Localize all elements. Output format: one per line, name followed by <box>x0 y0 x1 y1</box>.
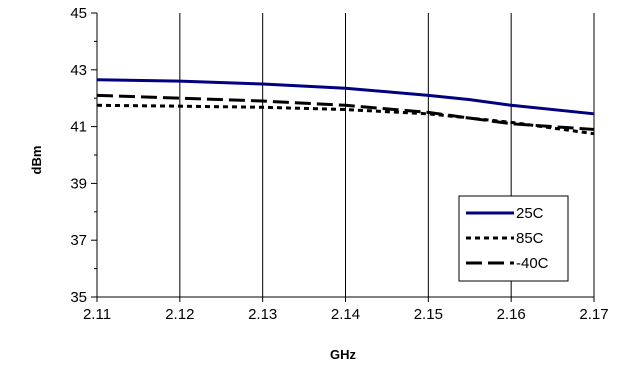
x-tick-label: 2.16 <box>497 306 526 323</box>
y-tick-label: 43 <box>70 62 87 79</box>
axes <box>91 12 595 302</box>
grid <box>179 13 595 297</box>
legend: 25C 85C -40C <box>458 195 569 282</box>
y-tick-label: 39 <box>70 175 87 192</box>
x-tick-label: 2.15 <box>414 306 443 323</box>
y-tick-label: 41 <box>70 119 87 136</box>
y-axis-title: dBm <box>29 146 44 175</box>
x-tick-label: 2.13 <box>248 306 277 323</box>
x-axis-title: GHz <box>330 347 357 362</box>
x-tick-label: 2.12 <box>165 306 194 323</box>
legend-label-25C: 25C <box>516 205 544 222</box>
tick-labels: 35 37 39 41 43 45 2.11 2.12 2.13 2.14 2.15 2.16 2.17 <box>70 5 608 323</box>
y-tick-label: 35 <box>70 289 87 306</box>
y-tick-label: 37 <box>70 232 87 249</box>
x-tick-label: 2.14 <box>331 306 360 323</box>
legend-label--40C: -40C <box>516 255 549 272</box>
series-line--40C <box>96 93 595 131</box>
series-lines <box>96 78 595 136</box>
legend-label-85C: 85C <box>516 230 544 247</box>
x-tick-label: 2.11 <box>83 306 111 323</box>
y-tick-label: 45 <box>70 5 87 22</box>
x-tick-label: 2.17 <box>579 306 608 323</box>
series-line-25C <box>96 78 595 116</box>
